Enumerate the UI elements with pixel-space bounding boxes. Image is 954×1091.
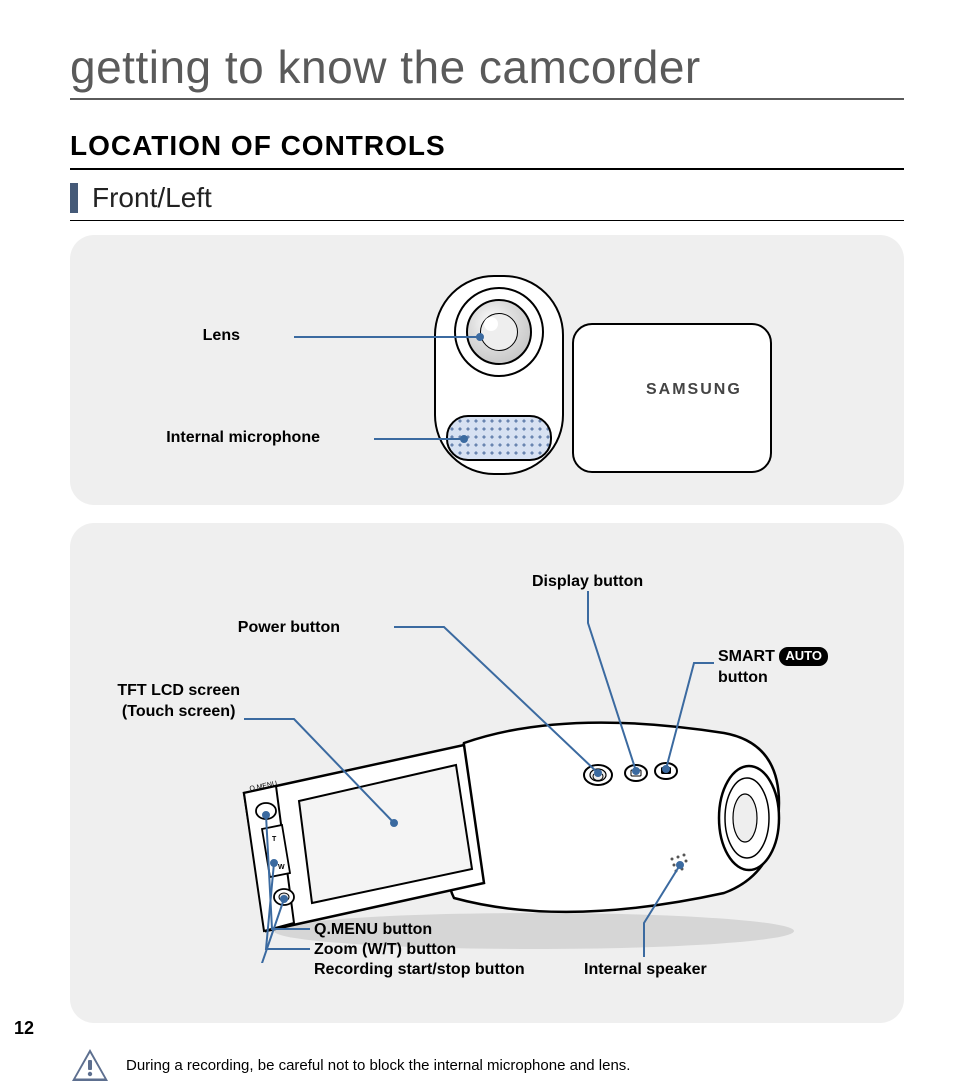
leader-lines-front <box>94 265 880 475</box>
label-recording: Recording start/stop button <box>314 961 525 979</box>
front-sketch: SAMSUNG Lens Internal microphone <box>94 265 880 475</box>
label-internal-speaker: Internal speaker <box>584 961 707 979</box>
diagram-front-view: SAMSUNG Lens Internal microphone <box>70 235 904 505</box>
subsection-row: Front/Left <box>70 182 904 221</box>
open-sketch: T W Q.MENU Display button Power button S… <box>94 563 880 963</box>
page-number: 12 <box>14 1018 34 1039</box>
diagram-left-view: T W Q.MENU Display button Power button S… <box>70 523 904 1023</box>
warning-text: During a recording, be careful not to bl… <box>126 1057 630 1074</box>
leader-lines-open <box>94 563 880 963</box>
section-heading: LOCATION OF CONTROLS <box>70 130 904 170</box>
page-title: getting to know the camcorder <box>70 40 904 100</box>
subsection-accent-bar <box>70 183 78 213</box>
subsection-title: Front/Left <box>92 182 212 214</box>
warning-row: During a recording, be careful not to bl… <box>70 1047 904 1083</box>
warning-icon <box>70 1047 110 1083</box>
